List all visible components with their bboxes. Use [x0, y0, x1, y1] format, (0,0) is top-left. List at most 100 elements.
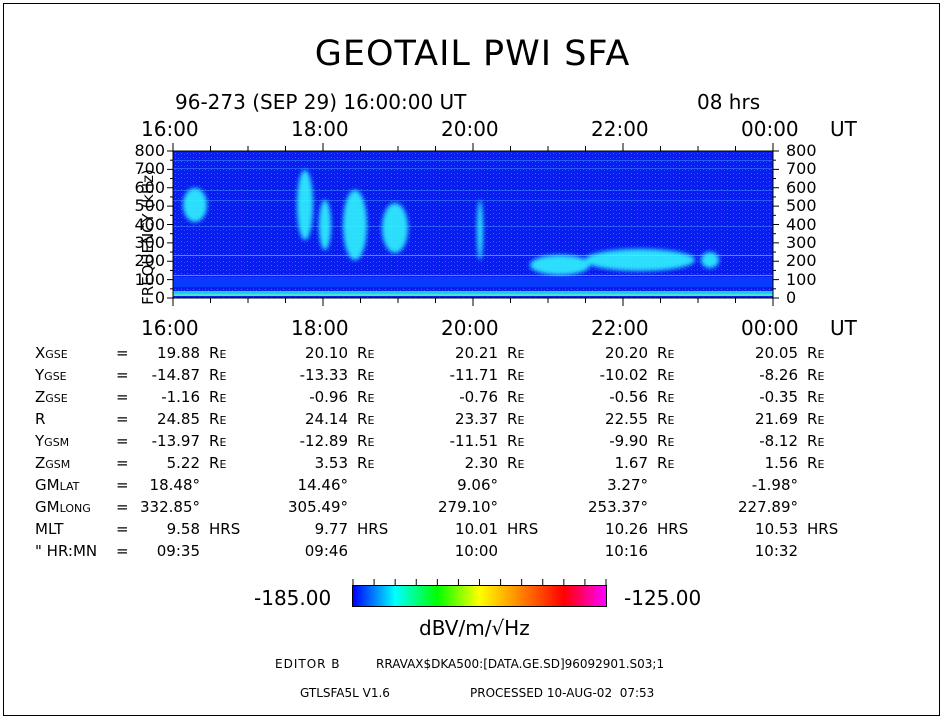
y-axis-title: FREQUENCY (kHz): [138, 169, 157, 305]
colorbar-max-label: -125.00: [624, 586, 702, 610]
ephemeris-value: -8.26: [759, 366, 798, 384]
ephemeris-label: ZGSE: [35, 388, 68, 406]
ephemeris-unit: RE: [807, 410, 825, 428]
y-tick-label-right: 200: [786, 251, 817, 271]
streak: [173, 255, 773, 256]
top-tick-4: 00:00: [741, 117, 799, 141]
ephemeris-unit: RE: [357, 388, 375, 406]
y-tick-label-right: 100: [786, 269, 817, 289]
ephemeris-unit: RE: [209, 344, 227, 362]
top-tick-2: 20:00: [441, 117, 499, 141]
ephemeris-value: 305.49°: [288, 498, 348, 516]
top-tick-1: 18:00: [291, 117, 349, 141]
ephemeris-equals: =: [116, 454, 129, 472]
bottom-tick-1: 18:00: [291, 316, 349, 340]
ephemeris-equals: =: [116, 344, 129, 362]
data-path: RRAVAX$DKA500:[DATA.GE.SD]96092901.S03;1: [376, 657, 665, 671]
ephemeris-label: R: [35, 410, 46, 428]
y-tick-label-right: 800: [786, 141, 817, 160]
ephemeris-value: 21.69: [755, 410, 798, 428]
ephemeris-value: 2.30: [464, 454, 498, 472]
ephemeris-value: 22.55: [605, 410, 648, 428]
colorbar: [352, 585, 607, 607]
ephemeris-row: MLT = 9.58 HRS 9.77 HRS 10.01 HRS 10.26 HRS 10.53 H…: [0, 520, 945, 542]
y-tick-label-left: 100: [134, 269, 165, 289]
ephemeris-row: XGSE = 19.88 RE 20.10 RE 20.21 RE 20.20 RE 20.05 RE: [0, 344, 945, 366]
ephemeris-row: GMLAT = 18.48° 14.46° 9.06° 3.27° -1.98°: [0, 476, 945, 498]
ephemeris-value: 18.48°: [149, 476, 200, 494]
editor-label: EDITOR B: [275, 657, 341, 671]
ephemeris-label: GMLONG: [35, 498, 91, 516]
ephemeris-value: 09:46: [304, 542, 348, 560]
ephemeris-value: 20.05: [755, 344, 798, 362]
ephemeris-label: XGSE: [35, 344, 68, 362]
streak: [173, 168, 773, 169]
ephemeris-unit: RE: [657, 410, 675, 428]
ephemeris-value: -11.71: [449, 366, 498, 384]
y-tick-label-right: 700: [786, 159, 817, 179]
emission-bursts: [183, 170, 719, 275]
colorbar-min-label: -185.00: [254, 586, 332, 610]
ephemeris-value: 20.20: [605, 344, 648, 362]
top-tick-3: 22:00: [591, 117, 649, 141]
ephemeris-equals: =: [116, 410, 129, 428]
ephemeris-unit: RE: [807, 366, 825, 384]
ephemeris-label: YGSE: [35, 366, 67, 384]
ephemeris-label: GMLAT: [35, 476, 80, 494]
ephemeris-value: 9.06°: [457, 476, 498, 494]
streak: [173, 275, 773, 276]
bottom-tick-0: 16:00: [141, 316, 199, 340]
ephemeris-value: -13.33: [299, 366, 348, 384]
colorbar-unit: dBV/m/√Hz: [419, 616, 530, 640]
burst: [319, 200, 331, 250]
ephemeris-unit: RE: [657, 344, 675, 362]
y-tick-label-right: 400: [786, 214, 817, 234]
ephemeris-value: -12.89: [299, 432, 348, 450]
ephemeris-value: 332.85°: [140, 498, 200, 516]
ephemeris-row: YGSM = -13.97 RE -12.89 RE -11.51 RE -9.90 RE -8.1…: [0, 432, 945, 454]
streak: [173, 190, 773, 191]
burst: [701, 252, 719, 268]
top-tick-0: 16:00: [141, 117, 199, 141]
ephemeris-value: -0.96: [309, 388, 348, 406]
horizontal-streaks: [173, 160, 773, 276]
low-band: [173, 277, 773, 287]
ephemeris-unit: RE: [209, 388, 227, 406]
ephemeris-value: 227.89°: [738, 498, 798, 516]
ephemeris-unit: RE: [357, 410, 375, 428]
ephemeris-unit: RE: [807, 344, 825, 362]
ephemeris-unit: RE: [507, 410, 525, 428]
ephemeris-row: R = 24.85 RE 24.14 RE 23.37 RE 22.55 RE 21.69 RE: [0, 410, 945, 432]
top-tick-unit: UT: [830, 117, 857, 141]
ephemeris-value: 253.37°: [588, 498, 648, 516]
ephemeris-value: 24.14: [305, 410, 348, 428]
burst: [382, 203, 408, 253]
ephemeris-unit: HRS: [209, 520, 241, 538]
processed-label: PROCESSED 10-AUG-02 07:53: [470, 686, 655, 700]
ephemeris-value: 5.22: [166, 454, 200, 472]
ephemeris-unit: RE: [807, 388, 825, 406]
ephemeris-value: -1.16: [161, 388, 200, 406]
ephemeris-unit: RE: [657, 454, 675, 472]
colorbar-ticks: [352, 579, 607, 586]
ephemeris-unit: RE: [507, 366, 525, 384]
ephemeris-value: 9.77: [314, 520, 348, 538]
ephemeris-unit: HRS: [357, 520, 389, 538]
ephemeris-row: " HR:MN = 09:35 09:46 10:00 10:16 10:32: [0, 542, 945, 564]
ephemeris-unit: RE: [357, 454, 375, 472]
bottom-tick-4: 00:00: [741, 316, 799, 340]
ephemeris-value: 10.53: [755, 520, 798, 538]
ephemeris-value: 10:32: [754, 542, 798, 560]
ephemeris-equals: =: [116, 366, 129, 384]
ephemeris-row: YGSE = -14.87 RE -13.33 RE -11.71 RE -10.02 RE -8.…: [0, 366, 945, 388]
ephemeris-value: 10:00: [454, 542, 498, 560]
chart-subtitle: 96-273 (SEP 29) 16:00:00 UT: [175, 90, 467, 114]
y-tick-label-left: 700: [134, 159, 165, 179]
ephemeris-unit: RE: [209, 366, 227, 384]
y-tick-label-left: 500: [134, 196, 165, 216]
ephemeris-value: -13.97: [151, 432, 200, 450]
y-tick-label-left: 600: [134, 177, 165, 197]
ephemeris-value: 10:16: [604, 542, 648, 560]
ephemeris-unit: RE: [507, 454, 525, 472]
ephemeris-equals: =: [116, 498, 129, 516]
